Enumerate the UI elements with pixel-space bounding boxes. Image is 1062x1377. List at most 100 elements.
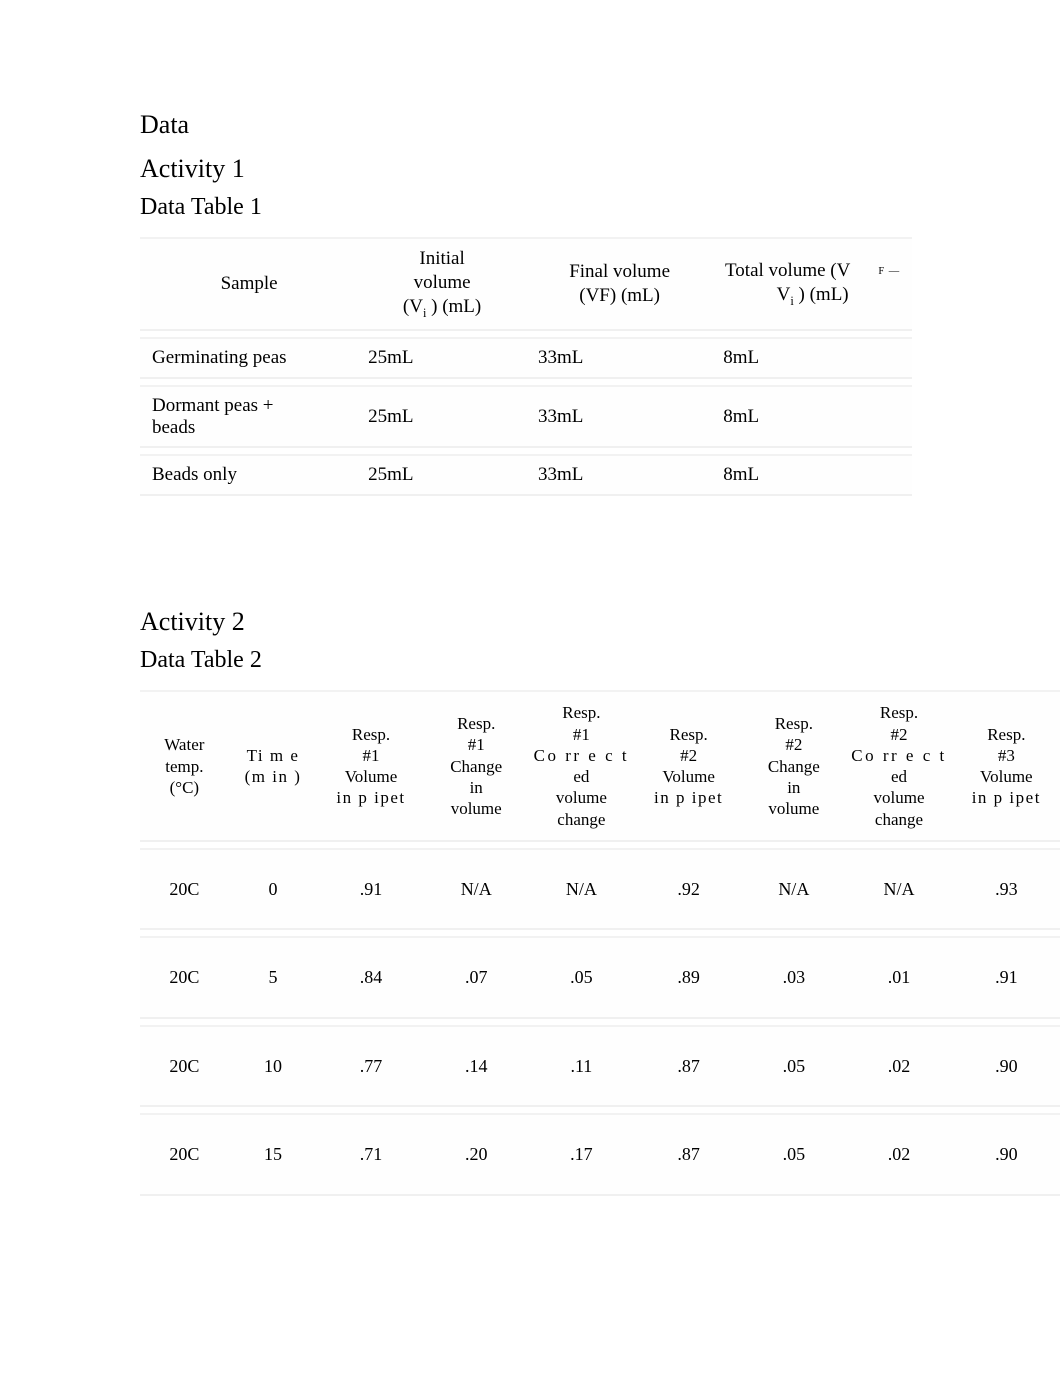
header-text: #1 bbox=[468, 735, 485, 754]
header-text: in bbox=[470, 778, 483, 797]
cell-value: .89 bbox=[635, 936, 742, 1019]
header-text: #2 bbox=[891, 725, 908, 744]
header-text: (m in ) bbox=[245, 767, 302, 786]
col-header-sample: Sample bbox=[140, 237, 356, 331]
cell-water-temp: 20C bbox=[140, 936, 229, 1019]
cell-value: .91 bbox=[317, 848, 424, 931]
cell-value: .02 bbox=[845, 1025, 952, 1108]
header-text: Change bbox=[450, 757, 502, 776]
cell-value: N/A bbox=[845, 848, 952, 931]
col-header-total-volume: Total volume (VF — Vi ) (mL) bbox=[711, 237, 912, 331]
header-text: volume bbox=[874, 788, 925, 807]
cell-value: .05 bbox=[528, 936, 635, 1019]
cell-value: .01 bbox=[845, 936, 952, 1019]
cell-time: 0 bbox=[229, 848, 318, 931]
table-header-row: Water temp. (°C) Ti m e (m in ) Resp. #1… bbox=[140, 690, 1060, 842]
header-text: Resp. bbox=[457, 714, 495, 733]
table-row: Beads only 25mL 33mL 8mL bbox=[140, 454, 912, 496]
col-header-initial-volume: Initial volume (Vi ) (mL) bbox=[356, 237, 526, 331]
document-page: Data Activity 1 Data Table 1 Sample Init… bbox=[0, 0, 1062, 1262]
cell-water-temp: 20C bbox=[140, 848, 229, 931]
cell-initial-volume: 25mL bbox=[356, 454, 526, 496]
header-text: (V bbox=[403, 296, 423, 317]
col-header-final-volume: Final volume (VF) (mL) bbox=[526, 237, 711, 331]
col-header-r3-volume: Resp. #3 Volume in p ipet bbox=[953, 690, 1060, 842]
cell-value: N/A bbox=[528, 848, 635, 931]
cell-value: .87 bbox=[635, 1025, 742, 1108]
table-row: 20C 5 .84 .07 .05 .89 .03 .01 .91 bbox=[140, 936, 1060, 1019]
col-header-r2-volume: Resp. #2 Volume in p ipet bbox=[635, 690, 742, 842]
cell-value: .02 bbox=[845, 1113, 952, 1196]
table-row: Dormant peas +beads 25mL 33mL 8mL bbox=[140, 385, 912, 449]
header-text: Initial bbox=[419, 248, 464, 269]
heading-activity-2: Activity 2 bbox=[140, 607, 912, 637]
header-text: (VF) (mL) bbox=[579, 285, 660, 306]
header-text: ed bbox=[891, 767, 907, 786]
header-text: Resp. bbox=[987, 725, 1025, 744]
header-text: volume bbox=[556, 788, 607, 807]
header-text: Total volume (V bbox=[725, 260, 850, 281]
header-text: change bbox=[557, 810, 605, 829]
cell-sample: Germinating peas bbox=[140, 337, 356, 379]
cell-value: .17 bbox=[528, 1113, 635, 1196]
cell-value: N/A bbox=[425, 848, 528, 931]
cell-time: 15 bbox=[229, 1113, 318, 1196]
col-header-r1-corrected: Resp. #1 Co rr e c t ed volume change bbox=[528, 690, 635, 842]
table-row: 20C 0 .91 N/A N/A .92 N/A N/A .93 bbox=[140, 848, 1060, 931]
heading-datatable-2: Data Table 2 bbox=[140, 647, 912, 674]
header-text: #2 bbox=[680, 746, 697, 765]
cell-sample: Beads only bbox=[140, 454, 356, 496]
cell-water-temp: 20C bbox=[140, 1113, 229, 1196]
header-text: ed bbox=[573, 767, 589, 786]
cell-time: 5 bbox=[229, 936, 318, 1019]
header-text: in bbox=[787, 778, 800, 797]
heading-activity-1: Activity 1 bbox=[140, 154, 912, 184]
cell-value: .92 bbox=[635, 848, 742, 931]
header-note-f-minus: F — bbox=[878, 266, 900, 277]
cell-sample: Dormant peas +beads bbox=[140, 385, 356, 449]
col-header-time: Ti m e (m in ) bbox=[229, 690, 318, 842]
header-text: #3 bbox=[998, 746, 1015, 765]
table-row: 20C 10 .77 .14 .11 .87 .05 .02 .90 bbox=[140, 1025, 1060, 1108]
data-table-2-wrap: Water temp. (°C) Ti m e (m in ) Resp. #1… bbox=[140, 684, 1060, 1202]
cell-value: .07 bbox=[425, 936, 528, 1019]
header-text: volume bbox=[768, 799, 819, 818]
cell-final-volume: 33mL bbox=[526, 385, 711, 449]
cell-initial-volume: 25mL bbox=[356, 337, 526, 379]
header-text: Resp. bbox=[562, 703, 600, 722]
cell-value: .90 bbox=[953, 1025, 1060, 1108]
header-text: Water bbox=[164, 735, 204, 754]
col-header-r1-volume: Resp. #1 Volume in p ipet bbox=[317, 690, 424, 842]
header-text: ) (mL) bbox=[794, 284, 849, 305]
cell-value: .05 bbox=[742, 1025, 845, 1108]
cell-final-volume: 33mL bbox=[526, 454, 711, 496]
heading-data: Data bbox=[140, 110, 912, 140]
cell-initial-volume: 25mL bbox=[356, 385, 526, 449]
cell-value: .77 bbox=[317, 1025, 424, 1108]
header-text: Volume bbox=[662, 767, 715, 786]
table-row: Germinating peas 25mL 33mL 8mL bbox=[140, 337, 912, 379]
header-text: temp. bbox=[165, 757, 203, 776]
header-text: #1 bbox=[363, 746, 380, 765]
cell-total-volume: 8mL bbox=[711, 337, 912, 379]
col-header-r2-corrected: Resp. #2 Co rr e c t ed volume change bbox=[845, 690, 952, 842]
header-text: in p ipet bbox=[972, 788, 1041, 807]
header-text: Resp. bbox=[670, 725, 708, 744]
header-text: Volume bbox=[345, 767, 398, 786]
cell-value: .05 bbox=[742, 1113, 845, 1196]
cell-final-volume: 33mL bbox=[526, 337, 711, 379]
cell-value: .14 bbox=[425, 1025, 528, 1108]
cell-value: N/A bbox=[742, 848, 845, 931]
cell-value: .84 bbox=[317, 936, 424, 1019]
cell-value: .71 bbox=[317, 1113, 424, 1196]
header-text: Volume bbox=[980, 767, 1033, 786]
cell-value: .91 bbox=[953, 936, 1060, 1019]
cell-time: 10 bbox=[229, 1025, 318, 1108]
cell-value: .11 bbox=[528, 1025, 635, 1108]
col-header-water-temp: Water temp. (°C) bbox=[140, 690, 229, 842]
header-text: change bbox=[875, 810, 923, 829]
header-text: volume bbox=[414, 272, 471, 293]
col-header-r1-change: Resp. #1 Change in volume bbox=[425, 690, 528, 842]
cell-value: .20 bbox=[425, 1113, 528, 1196]
header-text: #1 bbox=[573, 725, 590, 744]
